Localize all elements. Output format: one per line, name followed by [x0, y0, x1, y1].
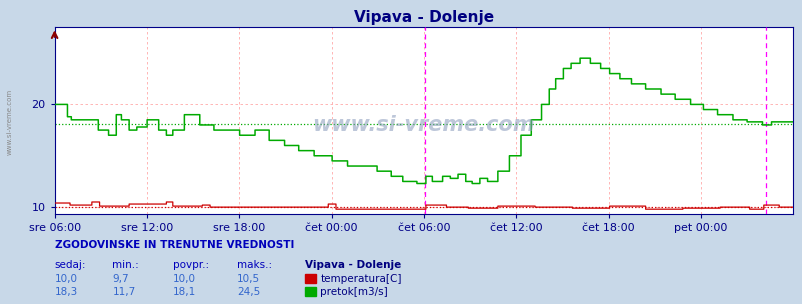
Text: 18,3: 18,3 — [55, 287, 78, 297]
Text: www.si-vreme.com: www.si-vreme.com — [312, 115, 535, 135]
Text: www.si-vreme.com: www.si-vreme.com — [6, 88, 12, 155]
Text: min.:: min.: — [112, 260, 139, 270]
Text: Vipava - Dolenje: Vipava - Dolenje — [305, 260, 401, 270]
Text: 10,0: 10,0 — [55, 274, 78, 284]
Text: ZGODOVINSKE IN TRENUTNE VREDNOSTI: ZGODOVINSKE IN TRENUTNE VREDNOSTI — [55, 240, 294, 250]
Text: 10,5: 10,5 — [237, 274, 260, 284]
Text: 18,1: 18,1 — [172, 287, 196, 297]
Title: Vipava - Dolenje: Vipava - Dolenje — [354, 10, 493, 25]
Text: 24,5: 24,5 — [237, 287, 260, 297]
Text: maks.:: maks.: — [237, 260, 272, 270]
Text: 9,7: 9,7 — [112, 274, 129, 284]
Text: pretok[m3/s]: pretok[m3/s] — [320, 287, 387, 297]
Text: temperatura[C]: temperatura[C] — [320, 274, 401, 284]
Text: 10,0: 10,0 — [172, 274, 196, 284]
Text: povpr.:: povpr.: — [172, 260, 209, 270]
Text: sedaj:: sedaj: — [55, 260, 86, 270]
Text: 11,7: 11,7 — [112, 287, 136, 297]
